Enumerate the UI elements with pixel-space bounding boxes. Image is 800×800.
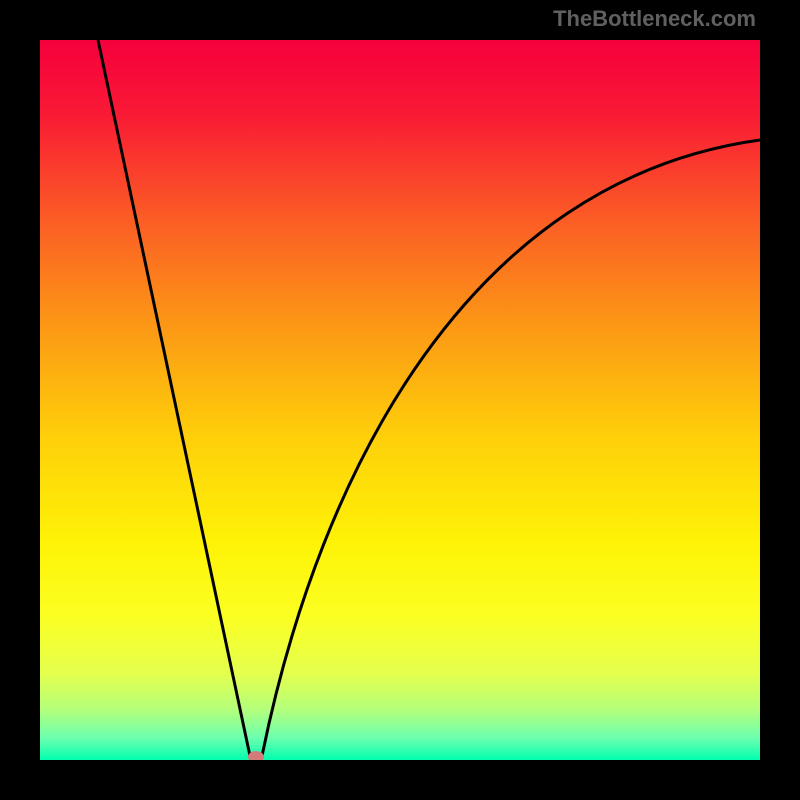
chart-frame: TheBottleneck.com	[0, 0, 800, 800]
plot-area	[40, 40, 760, 760]
watermark-text: TheBottleneck.com	[553, 6, 756, 32]
bottleneck-curve	[40, 40, 760, 760]
